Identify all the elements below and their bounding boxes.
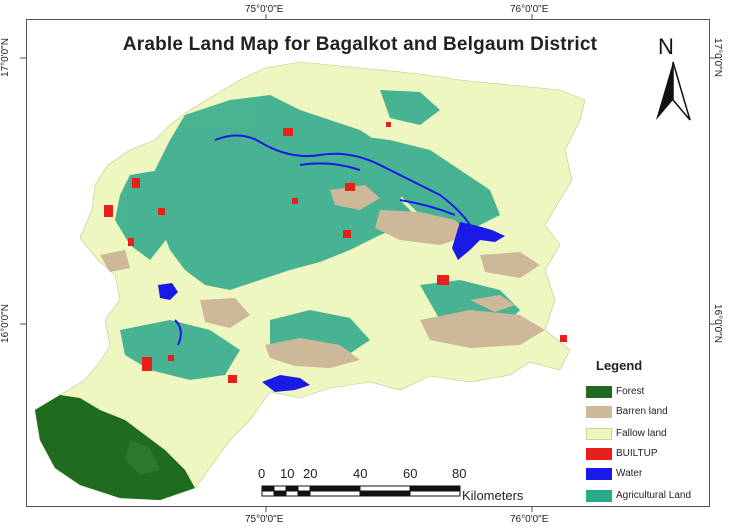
bottom-lon-label-1: 75°0'0"E [245, 514, 284, 525]
scale-tick-40: 40 [353, 466, 368, 481]
forest-patch [125, 440, 160, 475]
builtup-swatch [586, 448, 612, 460]
scale-bar [261, 485, 461, 497]
legend-label: Fallow land [616, 428, 667, 439]
water-bodies [158, 222, 505, 392]
legend-label: BUILTUP [616, 448, 658, 459]
legend-title: Legend [596, 358, 643, 373]
scale-tick-10: 10 [280, 466, 295, 481]
north-label: N [658, 34, 674, 59]
builtup-areas [104, 122, 567, 383]
forest-swatch [586, 386, 612, 398]
legend-label: Barren land [616, 406, 668, 417]
bottom-lon-label-2: 76°0'0"E [510, 514, 549, 525]
north-arrow-icon [656, 61, 691, 121]
scale-tick-20: 20 [303, 466, 318, 481]
barren-swatch [586, 406, 612, 418]
top-lon-label-1: 75°0'0"E [245, 4, 284, 15]
scale-tick-0: 0 [258, 466, 266, 481]
scale-unit: Kilometers [462, 488, 524, 503]
rivers [174, 134, 471, 346]
scale-tick-60: 60 [403, 466, 418, 481]
legend-label: Agricultural Land [616, 490, 692, 501]
map-title: Arable Land Map for Bagalkot and Belgaum… [122, 34, 598, 55]
barren-land [100, 185, 545, 368]
legend: Legend Forest Barren land Fallow land BU… [578, 352, 713, 508]
agricultural-swatch [586, 490, 612, 502]
legend-label: Forest [616, 386, 645, 397]
graticule-ticks [20, 14, 716, 512]
scale-tick-80: 80 [452, 466, 467, 481]
top-lon-label-2: 76°0'0"E [510, 4, 549, 15]
fallow-swatch [586, 428, 612, 440]
water-swatch [586, 468, 612, 480]
legend-label: Water [616, 468, 643, 479]
forest-region [35, 395, 195, 500]
